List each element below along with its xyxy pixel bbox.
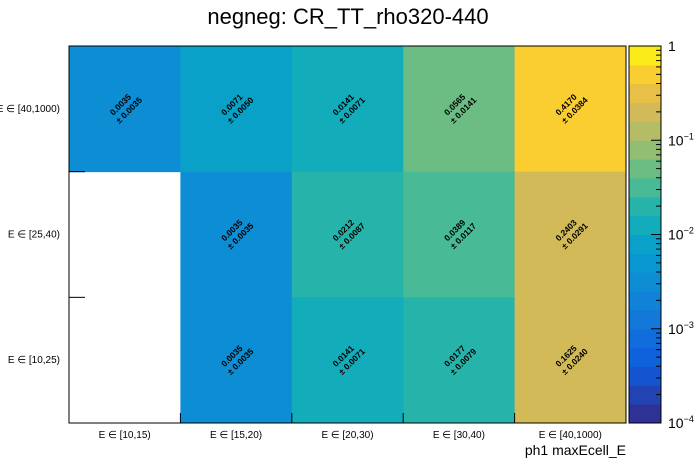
colorbar-tick-labels: 1 10−1 10−2 10−3 10−4 [668, 38, 694, 431]
y-tick-label: E ∈ [10,25) [8, 355, 60, 366]
x-tick-label: E ∈ [10,15) [99, 430, 151, 441]
heatmap-cell [403, 171, 516, 298]
heatmap-cell [180, 171, 293, 298]
colorbar-tick-label: 10−2 [668, 226, 694, 243]
heatmap-cell [514, 171, 627, 298]
colorbar-level [629, 234, 661, 254]
heatmap-cell [403, 46, 516, 173]
colorbar-level [629, 253, 661, 273]
heatmap-cell [291, 171, 404, 298]
x-axis-label: ph1 maxEcell_E [525, 442, 626, 458]
heatmap-cell [291, 46, 404, 173]
chart-title: negneg: CR_TT_rho320-440 [207, 4, 488, 29]
colorbar-level [629, 347, 661, 367]
colorbar-level [629, 121, 661, 141]
heatmap-cell [514, 297, 627, 424]
heatmap-cell [403, 297, 516, 424]
heatmap-cells [69, 46, 627, 424]
heatmap-cell [514, 46, 627, 173]
x-tick-label: E ∈ [20,30) [321, 430, 373, 441]
colorbar-level [629, 46, 661, 66]
colorbar-level [629, 64, 661, 85]
colorbar-level [629, 140, 661, 160]
x-tick-label: E ∈ [40,1000) [539, 430, 602, 441]
colorbar-level [629, 83, 661, 104]
colorbar-level [629, 272, 661, 292]
y-tick-label: E ∈ [25,40) [8, 230, 60, 241]
heatmap-cell [180, 297, 293, 424]
colorbar-level [629, 385, 661, 405]
colorbar-tick-label: 10−4 [668, 414, 694, 431]
colorbar-level [629, 366, 661, 386]
colorbar [628, 45, 662, 424]
heatmap-cell [291, 297, 404, 424]
x-tick-labels: E ∈ [10,15) E ∈ [15,20) E ∈ [20,30) E ∈ [30… [99, 430, 602, 441]
colorbar-level [629, 159, 661, 179]
colorbar-tick-label: 10−3 [668, 320, 694, 337]
colorbar-level [629, 404, 661, 424]
y-tick-label: E ∈ [40,1000) [0, 104, 60, 115]
colorbar-tick-label: 10−1 [668, 131, 694, 148]
colorbar-level [629, 196, 661, 217]
heatmap-cell [180, 46, 293, 173]
plot-frame [68, 45, 627, 424]
x-tick-label: E ∈ [30,40) [433, 430, 485, 441]
colorbar-tick-label: 1 [668, 38, 676, 54]
colorbar-level [629, 177, 661, 198]
axis-ticks [68, 45, 627, 424]
heatmap-cell [69, 46, 181, 173]
colorbar-level [629, 215, 661, 235]
colorbar-level [629, 291, 661, 311]
colorbar-level [629, 309, 661, 330]
x-tick-label: E ∈ [15,20) [210, 430, 262, 441]
y-tick-labels: E ∈ [10,25) E ∈ [25,40) E ∈ [40,1000) [0, 104, 60, 366]
colorbar-level [629, 102, 661, 122]
colorbar-level [629, 328, 661, 349]
